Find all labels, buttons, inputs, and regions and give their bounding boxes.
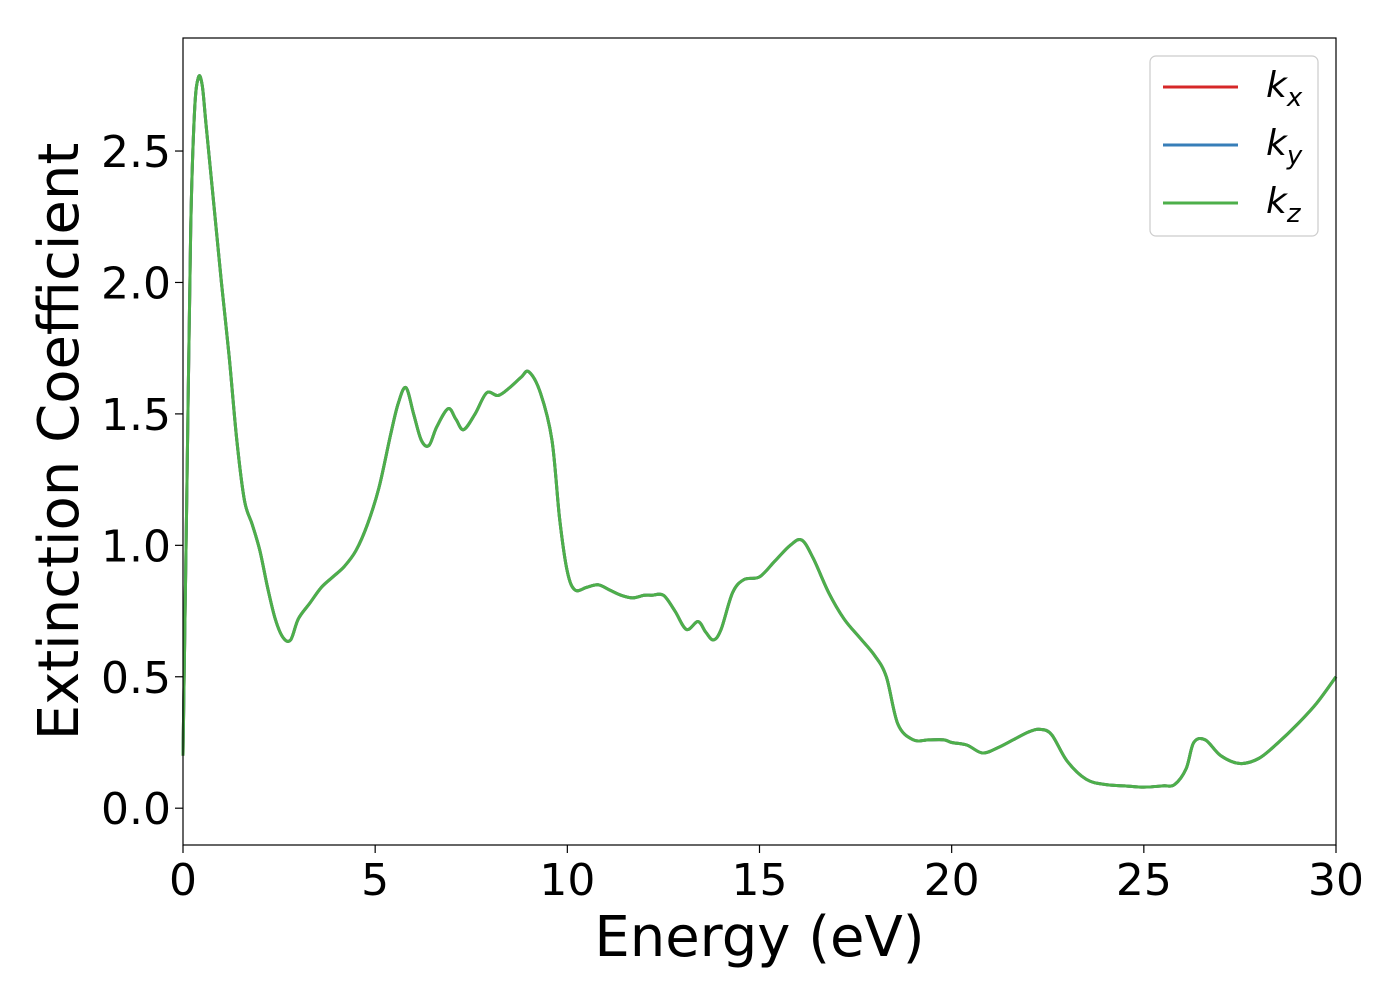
x-tick-label: 10 [539, 855, 595, 906]
y-tick-label: 2.5 [101, 127, 171, 178]
x-tick-label: 15 [732, 855, 788, 906]
legend: kx ky kz [1149, 55, 1319, 237]
y-tick-label: 0.5 [101, 653, 171, 704]
x-tick-label: 0 [169, 855, 197, 906]
x-tick-label: 20 [924, 855, 980, 906]
series-line-kz [181, 74, 1338, 789]
y-tick-label: 2.0 [101, 258, 171, 309]
y-tick-label: 1.0 [101, 521, 171, 572]
x-tick-label: 25 [1116, 855, 1172, 906]
y-tick-label: 0.0 [101, 784, 171, 835]
x-tick-label: 30 [1308, 855, 1364, 906]
legend-label-ky: ky [1266, 123, 1303, 171]
legend-label-kz: kz [1266, 181, 1302, 229]
x-axis-label: Energy (eV) [594, 905, 924, 970]
y-tick-label: 1.5 [101, 390, 171, 441]
y-axis-ticks: 0.0 0.5 1.0 1.5 2.0 2.5 [101, 127, 183, 835]
series-layer [181, 74, 1338, 789]
x-axis-ticks: 0 5 10 15 20 25 30 [169, 845, 1364, 906]
y-axis-label: Extinction Coefficient [27, 143, 92, 741]
legend-label-kx: kx [1266, 65, 1303, 113]
x-tick-label: 5 [361, 855, 389, 906]
